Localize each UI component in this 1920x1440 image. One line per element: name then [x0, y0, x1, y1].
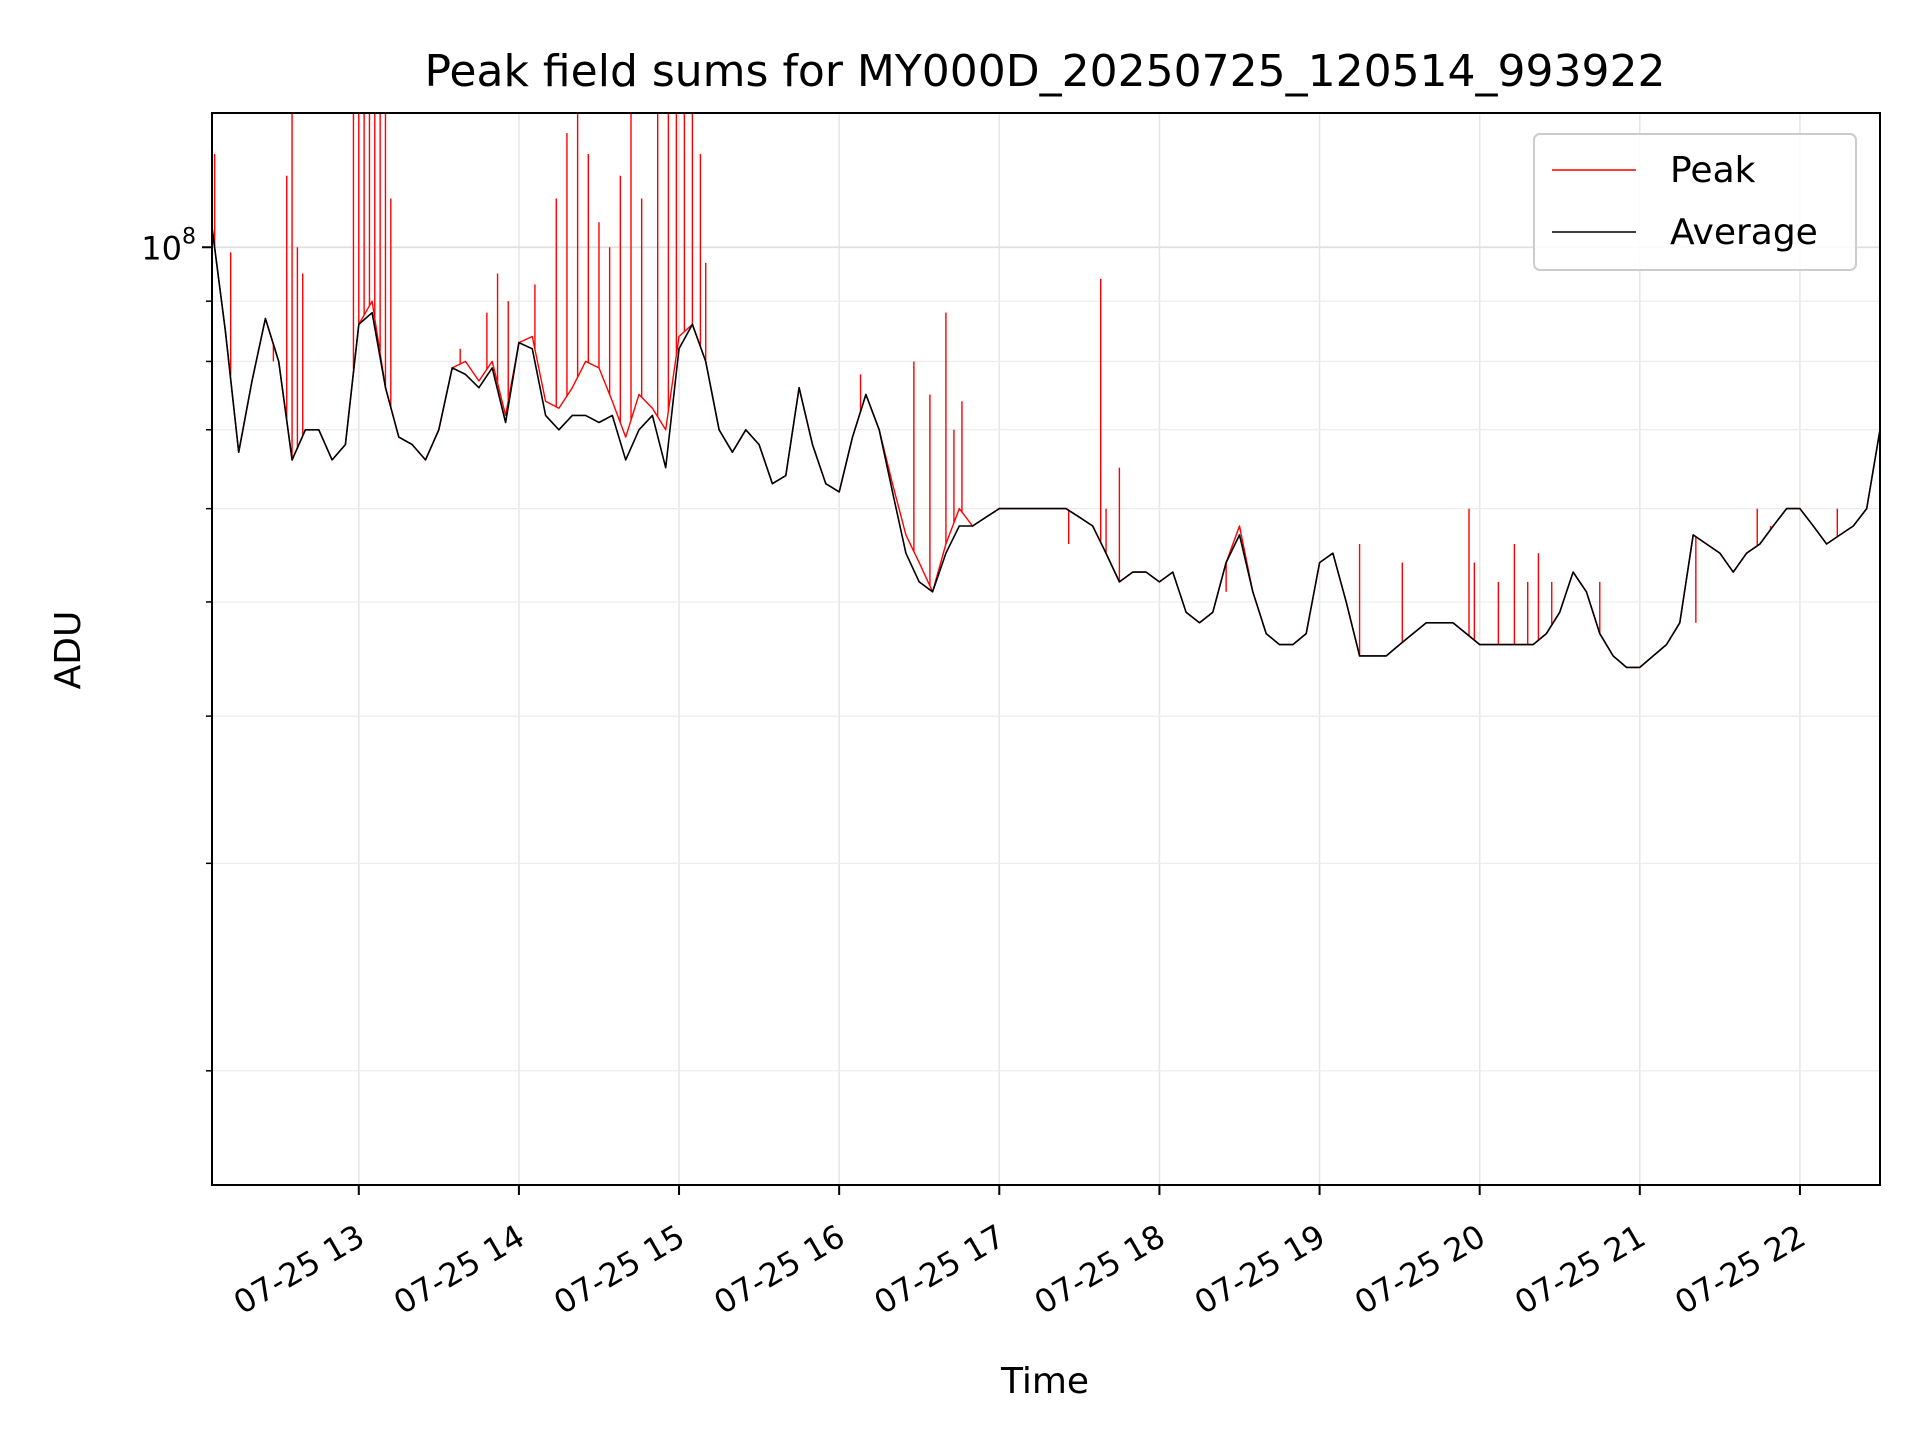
y-axis-ticks: 108 — [141, 224, 212, 1072]
legend-average-label: Average — [1670, 212, 1818, 253]
y-tick-base: 10 — [141, 229, 182, 267]
chart-title: Peak field sums for MY000D_20250725_1205… — [424, 46, 1665, 97]
legend-box — [1533, 133, 1857, 271]
legend: Peak Average — [1533, 133, 1857, 271]
y-tick-label: 108 — [141, 224, 196, 267]
y-tick-exponent: 8 — [182, 224, 196, 249]
x-axis-label: Time — [1000, 1361, 1089, 1402]
average-line — [211, 227, 1881, 669]
y-axis-label: ADU — [48, 611, 89, 690]
plot-frame — [211, 112, 1881, 1186]
average-series — [211, 227, 1881, 669]
legend-peak-label: Peak — [1670, 150, 1756, 191]
